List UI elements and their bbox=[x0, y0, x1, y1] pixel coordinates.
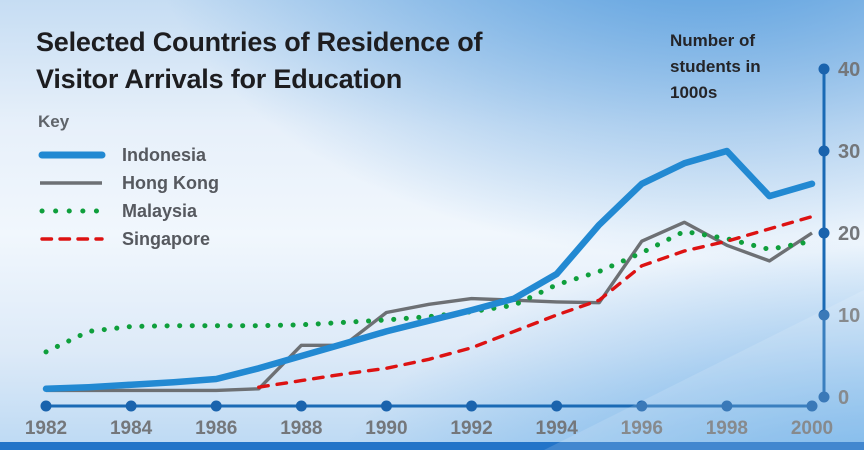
legend-item-indonesia: Indonesia bbox=[38, 145, 219, 165]
y-axis-title: Number of students in 1000s bbox=[670, 28, 761, 106]
page-title-line-2: Visitor Arrivals for Education bbox=[36, 64, 403, 94]
x-axis-tick-dot bbox=[806, 400, 818, 412]
legend-item-malaysia: Malaysia bbox=[38, 201, 219, 221]
y-tick-label: 0 bbox=[838, 387, 849, 409]
x-tick-label: 1994 bbox=[536, 418, 579, 439]
series-line-malaysia bbox=[43, 228, 815, 355]
x-axis-tick-dot bbox=[466, 400, 478, 412]
legend-swatch-dashed bbox=[40, 237, 104, 241]
series-line-hong-kong bbox=[46, 220, 813, 393]
x-tick-label: 1982 bbox=[25, 418, 67, 439]
x-axis-tick-dot bbox=[551, 400, 563, 412]
legend-swatch-solid bbox=[40, 181, 102, 185]
y-axis-title-line-3: 1000s bbox=[670, 83, 718, 102]
legend-swatch-solid-thick bbox=[38, 151, 106, 159]
legend-label: Hong Kong bbox=[122, 172, 219, 193]
legend-rows: Indonesia Hong Kong Malaysia Singapore bbox=[38, 145, 219, 249]
x-axis-tick-dot bbox=[295, 400, 307, 412]
series-line-singapore bbox=[257, 214, 814, 389]
x-tick-label: 1986 bbox=[195, 418, 237, 439]
legend: Key Indonesia Hong Kong Malaysia Singapore bbox=[38, 112, 219, 249]
legend-label: Indonesia bbox=[122, 144, 207, 165]
legend-title: Key bbox=[38, 112, 70, 131]
legend-label: Malaysia bbox=[122, 200, 198, 221]
x-tick-label: 2000 bbox=[791, 418, 833, 439]
y-tick-label: 40 bbox=[838, 59, 860, 81]
x-axis-tick-dot bbox=[380, 400, 392, 412]
y-axis-tick-dot bbox=[818, 227, 830, 239]
x-tick-label: 1990 bbox=[365, 418, 407, 439]
series-line-indonesia bbox=[42, 147, 816, 393]
page-title: Selected Countries of Residence of Visit… bbox=[36, 24, 483, 98]
x-axis-tick-dot bbox=[721, 400, 733, 412]
x-tick-label: 1988 bbox=[280, 418, 322, 439]
x-tick-label: 1996 bbox=[621, 418, 663, 439]
bottom-accent-bar bbox=[0, 442, 864, 450]
legend-item-singapore: Singapore bbox=[38, 229, 219, 249]
x-axis-tick-dot bbox=[40, 400, 52, 412]
y-axis-tick-dot bbox=[818, 309, 830, 321]
y-tick-label: 10 bbox=[838, 305, 860, 327]
x-axis-tick-dot bbox=[636, 400, 648, 412]
x-tick-label: 1992 bbox=[450, 418, 492, 439]
x-axis-tick-dot bbox=[125, 400, 137, 412]
x-tick-label: 1998 bbox=[706, 418, 748, 439]
x-axis-tick-dot bbox=[210, 400, 222, 412]
y-axis-title-line-1: Number of bbox=[670, 31, 755, 50]
legend-label: Singapore bbox=[122, 228, 211, 249]
page-title-line-1: Selected Countries of Residence of bbox=[36, 27, 483, 57]
y-axis-tick-dot bbox=[818, 145, 830, 157]
y-tick-label: 20 bbox=[838, 223, 860, 245]
y-tick-label: 30 bbox=[838, 141, 860, 163]
y-axis-title-line-2: students in bbox=[670, 57, 761, 76]
x-tick-label: 1984 bbox=[110, 418, 153, 439]
y-axis-tick-dot bbox=[818, 63, 830, 75]
legend-item-hong-kong: Hong Kong bbox=[38, 173, 219, 193]
y-axis-tick-dot bbox=[818, 391, 830, 403]
